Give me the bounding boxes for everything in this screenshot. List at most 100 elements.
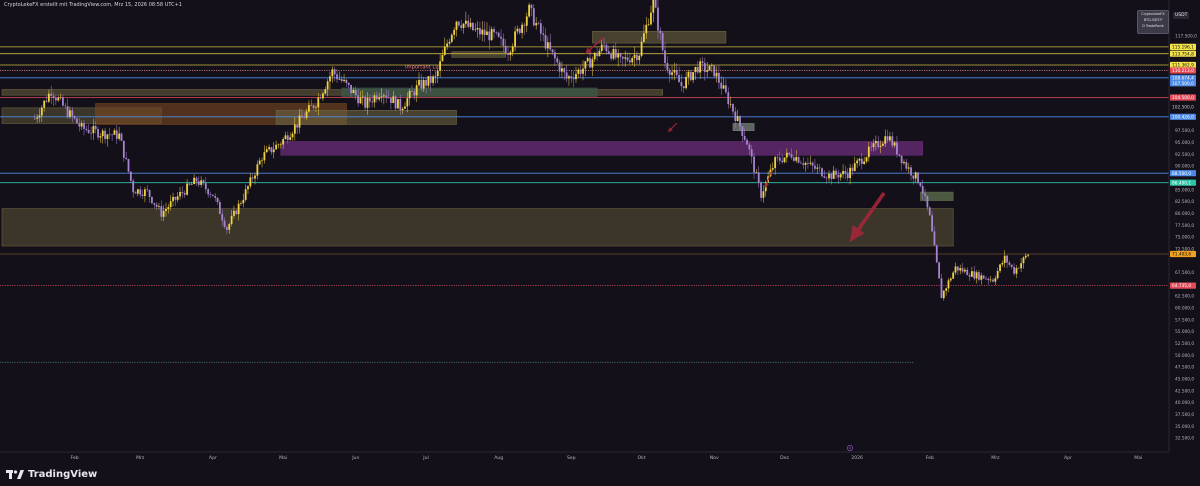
candle-body [708,65,711,71]
candle-body [832,170,835,179]
candle-body [853,163,856,171]
price-badge: 64.735,0 [1170,282,1196,289]
candle-body [197,181,200,185]
candle-body [310,105,313,106]
candle-body [200,180,203,185]
tradingview-logo[interactable]: TradingView [6,469,97,480]
candle [518,27,521,35]
price-badge-label: 88.500,0 [1172,171,1191,177]
candle [169,195,172,211]
candle [996,267,999,280]
candle [87,124,90,134]
candle [586,56,589,63]
candle-body [432,76,434,83]
candle-body [818,167,821,169]
candle-body [797,156,800,163]
candle [561,61,563,79]
price-tick-label: 92.500,0 [1175,152,1194,158]
candle-body [926,195,929,208]
candle-body [413,91,416,96]
candle-body [619,53,622,57]
price-badge: 104.500,0 [1170,94,1196,101]
candle [600,40,603,54]
candle [514,26,516,52]
candle-body [849,167,851,179]
candle [582,60,584,81]
candle-body [467,20,470,27]
candle [659,26,662,41]
price-tick-label: 72.500,0 [1175,246,1194,252]
candle [856,158,859,168]
candle [249,173,252,189]
price-badge-bg [1170,67,1196,74]
candle-body [500,36,502,39]
candle-body [530,4,533,9]
candle [617,49,620,67]
candle [181,186,184,198]
candle-body [872,143,875,148]
candle [530,3,533,17]
candle [809,155,812,166]
candle [378,92,381,102]
candle-body [207,189,210,195]
candle [104,127,106,144]
candle [818,164,821,172]
candle-body [303,117,306,119]
candle [647,18,650,27]
candle-body [490,28,493,41]
candle [464,11,467,28]
candle-body [497,32,500,37]
price-badge-bg [1170,61,1196,69]
candle [746,138,748,145]
candle-body [90,132,92,134]
candle [701,56,704,71]
candle [293,117,296,141]
candle [898,154,901,158]
candle-body [392,96,395,104]
time-axis: Feb Mrz Apr Mai Jun Jul Aug Sep Okt Nov Dez 2026 Feb… [71,455,1143,461]
candle [382,93,385,105]
candle [94,121,97,134]
candle [905,159,908,171]
candle [76,117,78,124]
candle-body [596,52,598,57]
candle [120,132,123,142]
candle [83,119,85,136]
candle-body [828,173,830,179]
candle-body [771,168,774,170]
candle-body [921,186,924,194]
candle [460,19,463,32]
candle [371,94,374,108]
candle [568,74,570,86]
candle [242,193,245,208]
candle [85,125,88,133]
candle [113,128,116,135]
candle [980,272,983,285]
candle-body [544,34,547,49]
candle-body [289,137,292,140]
candle-body [999,264,1001,272]
candle [40,105,43,122]
candle [261,157,263,168]
candle-body [645,24,648,34]
candle-body [404,106,406,109]
candle-body [244,189,247,200]
candle-body [884,136,887,144]
candle-body [959,268,962,271]
time-tick-label: Mai [1134,455,1142,461]
candle [551,49,554,56]
candle-body [696,66,699,73]
candle [645,16,648,40]
candle-body [537,23,540,24]
currency-selector[interactable]: USDT [1173,12,1190,19]
settings-icon[interactable] [847,445,853,451]
candle-body [734,111,737,121]
candle [272,142,275,159]
candle [554,49,556,67]
candle [725,79,727,95]
time-tick-label: Feb [926,455,934,461]
candle-body [757,172,760,183]
candle [422,77,425,92]
